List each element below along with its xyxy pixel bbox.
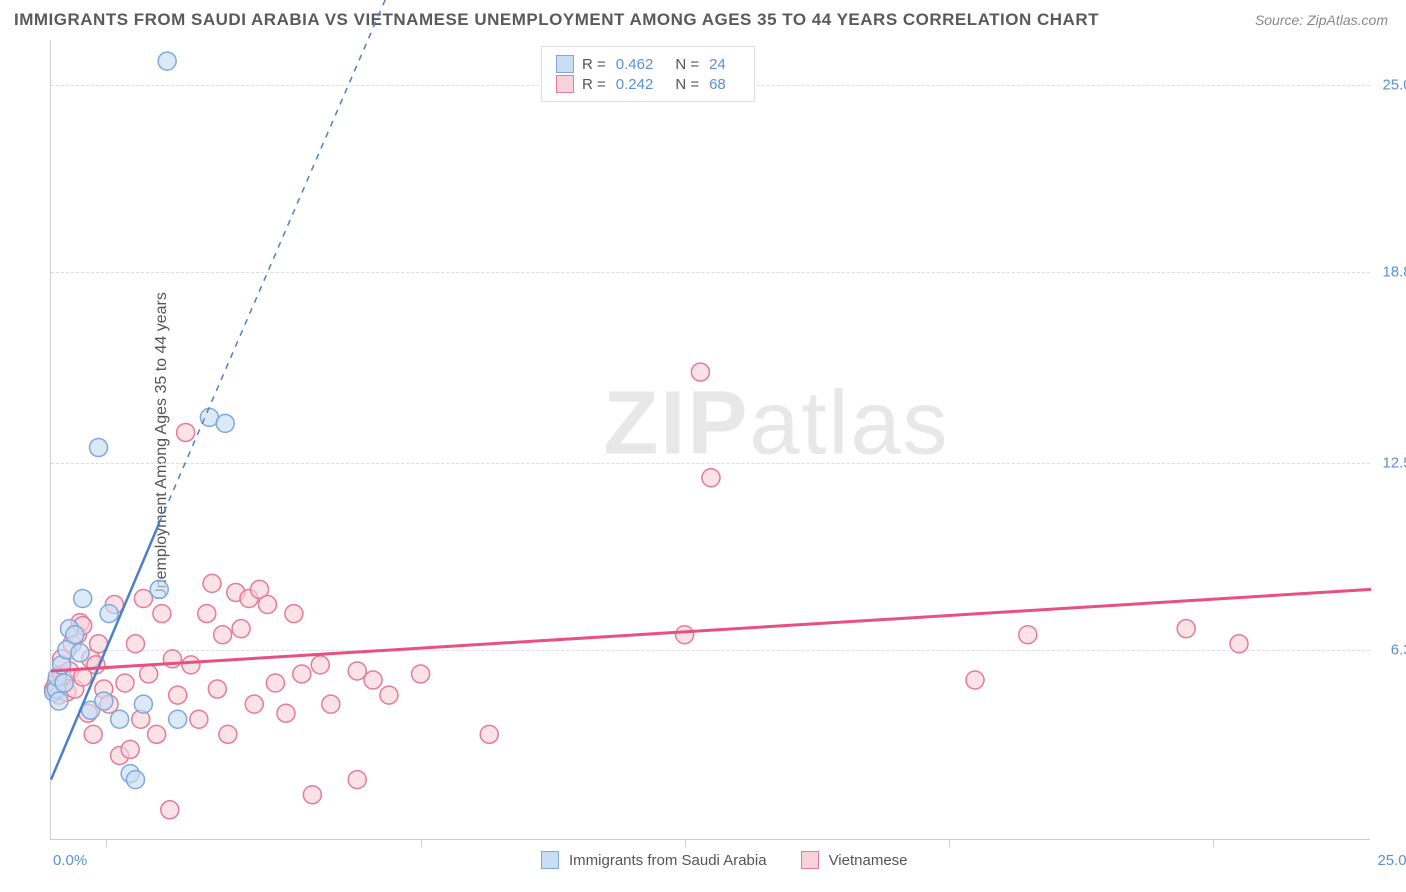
legend-n-value: 24 <box>709 56 726 73</box>
legend-correlation: R = 0.462 N = 24 R = 0.242 N = 68 <box>541 46 755 102</box>
y-tick-label: 6.3% <box>1391 641 1406 658</box>
source-attribution: Source: ZipAtlas.com <box>1255 12 1388 28</box>
data-point <box>364 671 382 689</box>
data-point <box>140 665 158 683</box>
data-point <box>293 665 311 683</box>
data-point <box>285 605 303 623</box>
data-point <box>245 695 263 713</box>
data-point <box>480 725 498 743</box>
data-point <box>169 686 187 704</box>
x-tick-label-max: 25.0% <box>1377 852 1406 869</box>
data-point <box>134 589 152 607</box>
data-point <box>177 423 195 441</box>
legend-series: Immigrants from Saudi Arabia Vietnamese <box>541 851 932 869</box>
data-point <box>1230 635 1248 653</box>
trend-line-saudi-dash <box>159 0 478 523</box>
data-point <box>121 740 139 758</box>
data-point <box>90 439 108 457</box>
data-point <box>676 626 694 644</box>
legend-label: Vietnamese <box>829 852 908 869</box>
data-point <box>380 686 398 704</box>
data-point <box>116 674 134 692</box>
data-point <box>691 363 709 381</box>
data-point <box>216 414 234 432</box>
data-point <box>348 662 366 680</box>
y-tick-label: 25.0% <box>1382 77 1406 94</box>
x-tick <box>949 839 950 847</box>
data-point <box>126 771 144 789</box>
legend-n-label: N = <box>675 76 699 93</box>
legend-r-value: 0.242 <box>616 76 654 93</box>
data-point <box>100 605 118 623</box>
data-point <box>1177 620 1195 638</box>
chart-title: IMMIGRANTS FROM SAUDI ARABIA VS VIETNAME… <box>14 10 1099 30</box>
data-point <box>198 605 216 623</box>
data-point <box>66 626 84 644</box>
data-point <box>258 596 276 614</box>
data-point <box>71 644 89 662</box>
data-point <box>95 692 113 710</box>
data-point <box>266 674 284 692</box>
data-point <box>348 771 366 789</box>
y-tick-label: 12.5% <box>1382 454 1406 471</box>
data-point <box>311 656 329 674</box>
x-tick-label-min: 0.0% <box>53 852 87 869</box>
data-point <box>148 725 166 743</box>
data-point <box>84 725 102 743</box>
data-point <box>412 665 430 683</box>
legend-n-label: N = <box>675 56 699 73</box>
legend-row: R = 0.462 N = 24 <box>556 55 740 73</box>
legend-label: Immigrants from Saudi Arabia <box>569 852 767 869</box>
data-point <box>111 710 129 728</box>
data-point <box>1019 626 1037 644</box>
data-point <box>322 695 340 713</box>
x-tick <box>421 839 422 847</box>
data-point <box>50 692 68 710</box>
data-point <box>190 710 208 728</box>
legend-r-label: R = <box>582 76 606 93</box>
data-point <box>150 580 168 598</box>
legend-swatch <box>541 851 559 869</box>
legend-r-label: R = <box>582 56 606 73</box>
legend-swatch <box>556 55 574 73</box>
data-point <box>214 626 232 644</box>
data-point <box>208 680 226 698</box>
data-point <box>182 656 200 674</box>
y-tick-label: 18.8% <box>1382 264 1406 281</box>
data-point <box>134 695 152 713</box>
data-point <box>203 574 221 592</box>
legend-swatch <box>801 851 819 869</box>
legend-n-value: 68 <box>709 76 726 93</box>
data-point <box>161 801 179 819</box>
data-point <box>702 469 720 487</box>
data-point <box>966 671 984 689</box>
data-point <box>232 620 250 638</box>
legend-swatch <box>556 75 574 93</box>
data-point <box>153 605 171 623</box>
x-tick <box>1213 839 1214 847</box>
x-tick <box>106 839 107 847</box>
scatter-svg <box>51 40 1370 839</box>
data-point <box>126 635 144 653</box>
data-point <box>277 704 295 722</box>
data-point <box>74 589 92 607</box>
plot-area: ZIPatlas 6.3%12.5%18.8%25.0% R = 0.462N … <box>50 40 1370 840</box>
legend-row: R = 0.242 N = 68 <box>556 75 740 93</box>
x-tick <box>685 839 686 847</box>
data-point <box>158 52 176 70</box>
data-point <box>55 674 73 692</box>
legend-r-value: 0.462 <box>616 56 654 73</box>
data-point <box>219 725 237 743</box>
data-point <box>169 710 187 728</box>
data-point <box>303 786 321 804</box>
